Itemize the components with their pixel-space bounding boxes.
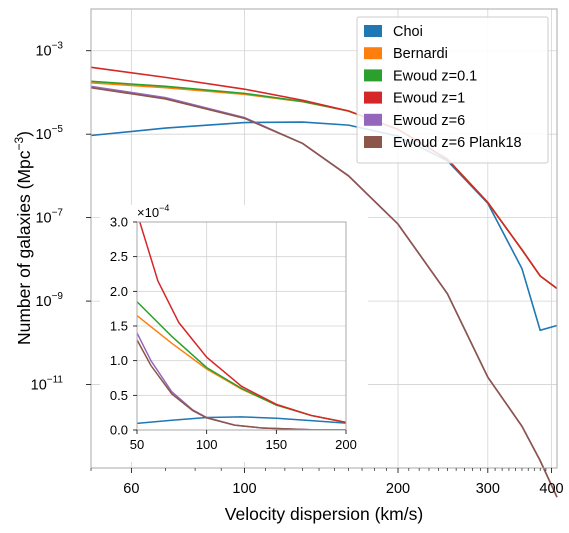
- legend-label-ewoud-z-6-plank18: Ewoud z=6 Plank18: [393, 135, 522, 151]
- inset-y-tick-label: 1.0: [110, 353, 128, 368]
- legend-swatch-ewoud-z-6: [364, 113, 382, 126]
- x-tick-label: 100: [232, 481, 256, 497]
- y-tick-label: 10−9: [35, 291, 63, 310]
- legend-swatch-ewoud-z-1: [364, 91, 382, 104]
- inset-scale-label: ×10−4: [137, 203, 169, 220]
- inset-ticks: 50 100 150 200 0.0 0.5 1.0 1.5 2.0 2.5 3.0: [110, 215, 357, 453]
- y-tick-label: 10−5: [35, 124, 63, 143]
- legend-label-ewoud-z-1: Ewoud z=1: [393, 91, 465, 107]
- inset-lines: [137, 222, 346, 430]
- legend: Choi Bernardi Ewoud z=0.1 Ewoud z=1 Ewoud z=…: [356, 16, 549, 164]
- inset-y-tick-label: 0.0: [110, 423, 128, 438]
- inset-background: [100, 205, 368, 462]
- inset-x-tick-label: 50: [130, 437, 144, 452]
- legend-label-ewoud-z-0-1: Ewoud z=0.1: [393, 68, 477, 84]
- inset-y-tick-label: 2.0: [110, 284, 128, 299]
- legend-label-bernardi: Bernardi: [393, 46, 448, 62]
- inset-y-tick-label: 3.0: [110, 215, 128, 230]
- y-axis-label: Number of galaxies (Mpc−3): [12, 131, 34, 345]
- legend-label-choi: Choi: [393, 24, 423, 40]
- legend-swatch-ewoud-z-6-plank18: [364, 136, 382, 148]
- legend-swatch-choi: [364, 25, 382, 37]
- inset-x-tick-label: 150: [265, 437, 287, 452]
- legend-swatch-ewoud-z-0-1: [364, 69, 382, 82]
- inset-series-line-ewoud-z-1: [139, 222, 346, 424]
- y-tick-label: 10−7: [35, 208, 63, 227]
- inset-x-tick-label: 100: [196, 437, 218, 452]
- y-tick-label: 10−11: [31, 375, 64, 394]
- x-tick-label: 60: [123, 481, 139, 497]
- legend-box: [356, 16, 549, 164]
- inset-series-line-ewoud-z-6-plank18: [137, 339, 346, 430]
- x-tick-label: 300: [476, 481, 500, 497]
- inset-y-tick-label: 2.5: [110, 249, 128, 264]
- inset-y-tick-label: 0.5: [110, 388, 128, 403]
- series-line-ewoud-z-6-plank18: [90, 86, 558, 498]
- main-plot-frame: [90, 8, 558, 469]
- inset-x-tick-label: 200: [335, 437, 357, 452]
- inset-y-tick-label: 1.5: [110, 319, 128, 334]
- legend-swatch-bernardi: [364, 47, 382, 60]
- x-tick-label: 200: [386, 481, 410, 497]
- x-tick-label: 400: [539, 481, 563, 497]
- main-ticks: 60 100 200 300 400 10−3 10−5 10−7 10−9 10−11: [31, 41, 564, 497]
- legend-label-ewoud-z-6: Ewoud z=6: [393, 113, 465, 129]
- y-tick-label: 10−3: [35, 41, 63, 60]
- x-axis-label: Velocity dispersion (km/s): [225, 504, 423, 524]
- inset-series-line-choi: [137, 416, 346, 425]
